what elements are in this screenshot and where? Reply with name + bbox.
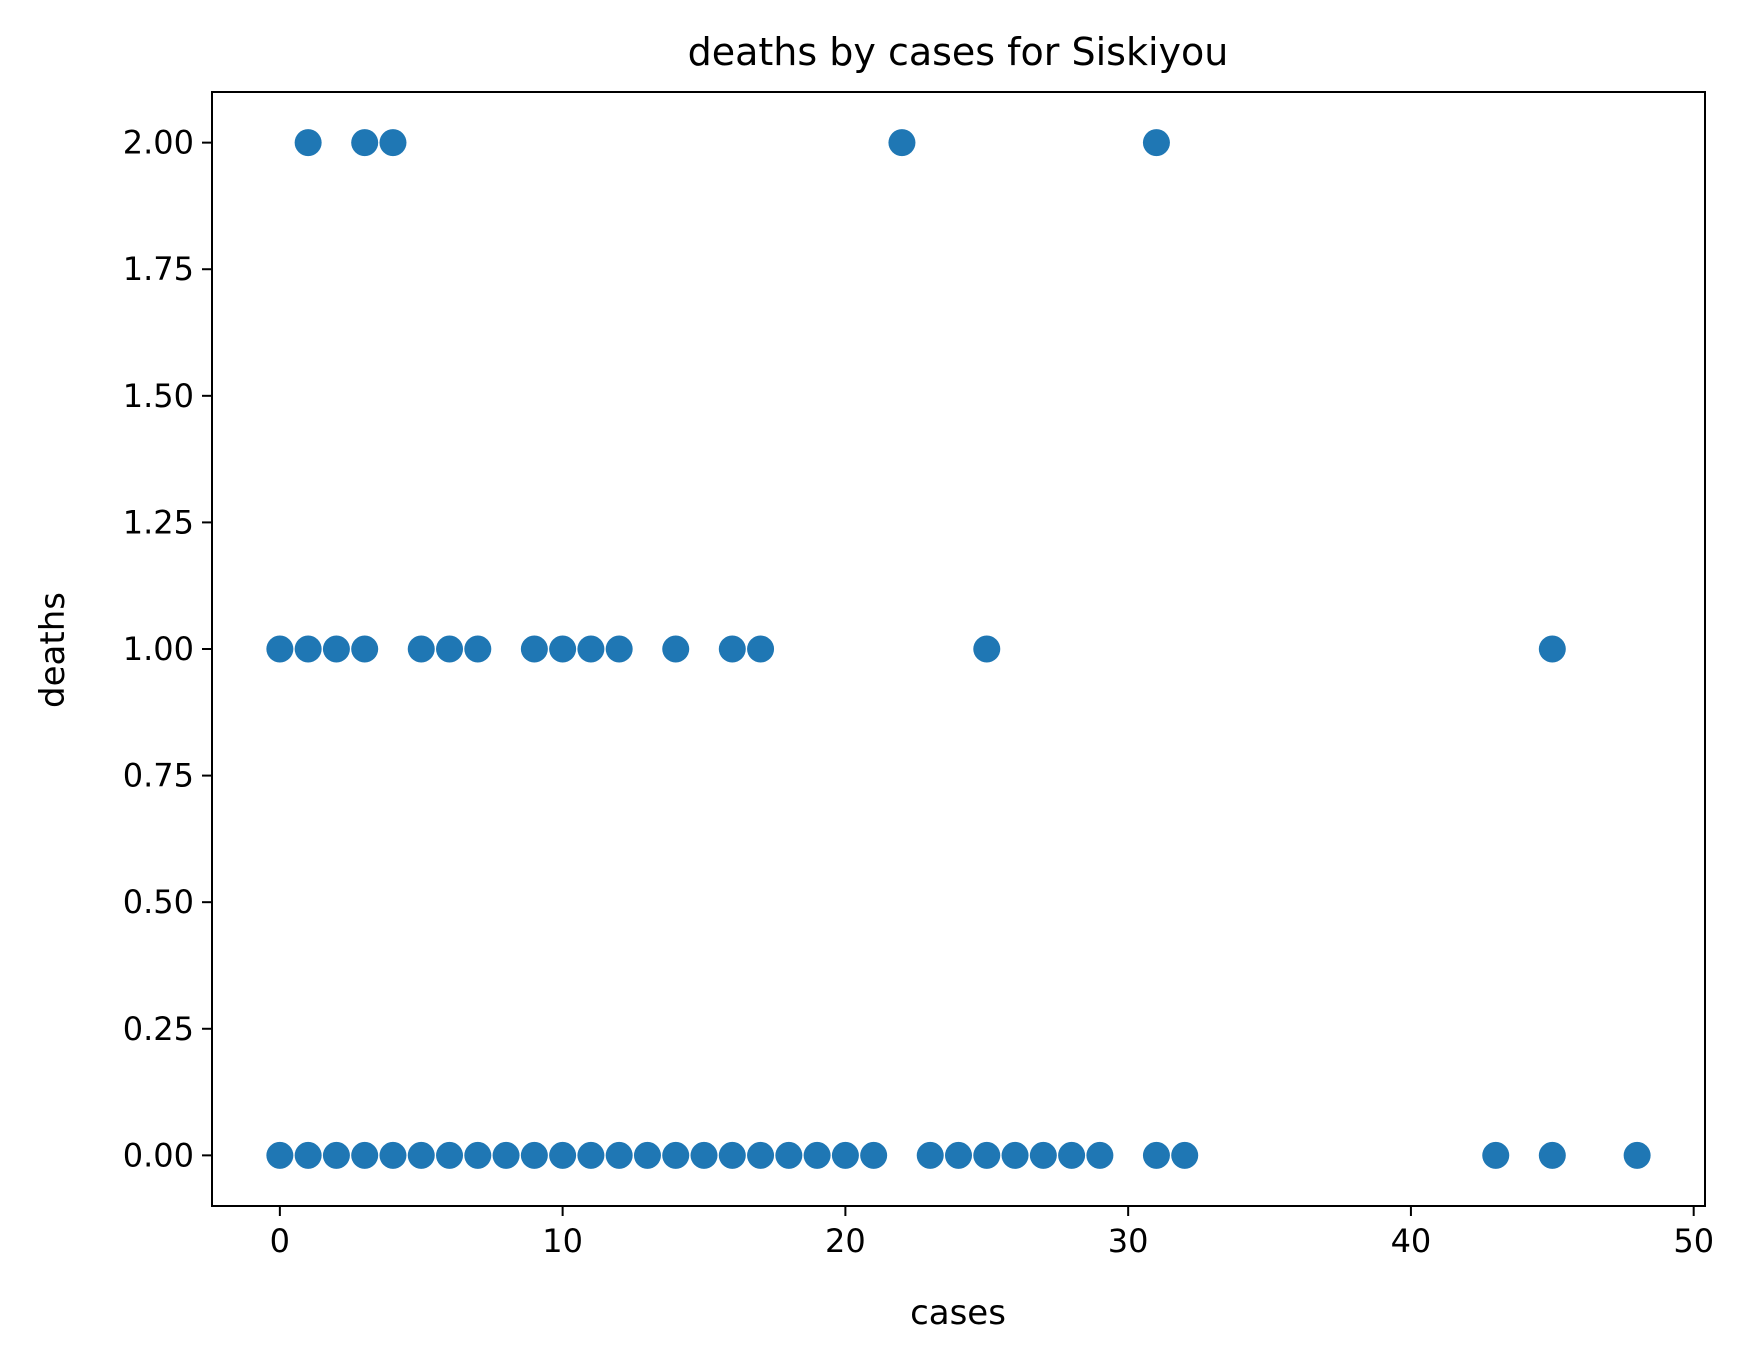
data-point <box>520 635 548 663</box>
data-point <box>1058 1141 1086 1169</box>
data-point <box>1171 1141 1199 1169</box>
data-point <box>916 1141 944 1169</box>
data-point <box>831 1141 859 1169</box>
data-point <box>803 1141 831 1169</box>
data-point <box>1623 1141 1651 1169</box>
x-tick-label: 40 <box>1391 1222 1432 1260</box>
data-point <box>577 635 605 663</box>
data-point <box>464 1141 492 1169</box>
data-point <box>549 635 577 663</box>
data-point <box>973 635 1001 663</box>
data-point <box>973 1141 1001 1169</box>
data-point <box>1482 1141 1510 1169</box>
chart-title: deaths by cases for Siskiyou <box>688 30 1229 74</box>
data-point <box>860 1141 888 1169</box>
data-point <box>294 635 322 663</box>
data-point <box>775 1141 803 1169</box>
x-axis-label: cases <box>910 1293 1006 1333</box>
data-point <box>520 1141 548 1169</box>
x-tick-label: 0 <box>270 1222 290 1260</box>
data-point <box>633 1141 661 1169</box>
data-point <box>1538 1141 1566 1169</box>
data-point <box>1538 635 1566 663</box>
data-point <box>266 1141 294 1169</box>
data-point <box>407 1141 435 1169</box>
data-point <box>436 1141 464 1169</box>
data-point <box>379 129 407 157</box>
data-point <box>945 1141 972 1169</box>
y-tick-label: 1.50 <box>123 377 194 415</box>
data-point <box>718 635 746 663</box>
data-point <box>1001 1141 1029 1169</box>
x-tick-label: 30 <box>1108 1222 1149 1260</box>
data-point <box>605 635 633 663</box>
data-point <box>492 1141 520 1169</box>
data-points <box>266 129 1651 1169</box>
data-point <box>351 635 379 663</box>
x-tick-label: 50 <box>1673 1222 1714 1260</box>
y-tick-label: 1.25 <box>123 503 194 541</box>
data-point <box>747 635 775 663</box>
data-point <box>718 1141 746 1169</box>
data-point <box>662 635 690 663</box>
data-point <box>351 129 379 157</box>
y-tick-label: 0.25 <box>123 1010 194 1048</box>
data-point <box>549 1141 577 1169</box>
data-point <box>379 1141 407 1169</box>
data-point <box>690 1141 718 1169</box>
data-point <box>322 1141 350 1169</box>
data-point <box>266 635 294 663</box>
data-point <box>294 1141 322 1169</box>
x-tick-label: 20 <box>825 1222 866 1260</box>
y-axis-ticks: 0.00 0.25 0.50 0.75 1.00 1.25 1.50 1.75 2.00 <box>123 124 212 1174</box>
y-tick-label: 0.50 <box>123 883 194 921</box>
y-tick-label: 1.00 <box>123 630 194 668</box>
x-tick-label: 10 <box>542 1222 583 1260</box>
y-tick-label: 1.75 <box>123 250 194 288</box>
data-point <box>464 635 492 663</box>
x-axis-ticks: 0 10 20 30 40 50 <box>270 1206 1714 1260</box>
y-tick-label: 0.75 <box>123 757 194 795</box>
data-point <box>747 1141 775 1169</box>
data-point <box>888 129 916 157</box>
data-point <box>1029 1141 1057 1169</box>
data-point <box>294 129 322 157</box>
data-point <box>662 1141 690 1169</box>
data-point <box>351 1141 379 1169</box>
data-point <box>407 635 435 663</box>
data-point <box>322 635 350 663</box>
data-point <box>577 1141 605 1169</box>
data-point <box>605 1141 633 1169</box>
data-point <box>1142 1141 1170 1169</box>
y-tick-label: 2.00 <box>123 124 194 162</box>
data-point <box>1086 1141 1114 1169</box>
y-tick-label: 0.00 <box>123 1136 194 1174</box>
y-axis-label: deaths <box>33 592 73 708</box>
data-point <box>1142 129 1170 157</box>
data-point <box>436 635 464 663</box>
